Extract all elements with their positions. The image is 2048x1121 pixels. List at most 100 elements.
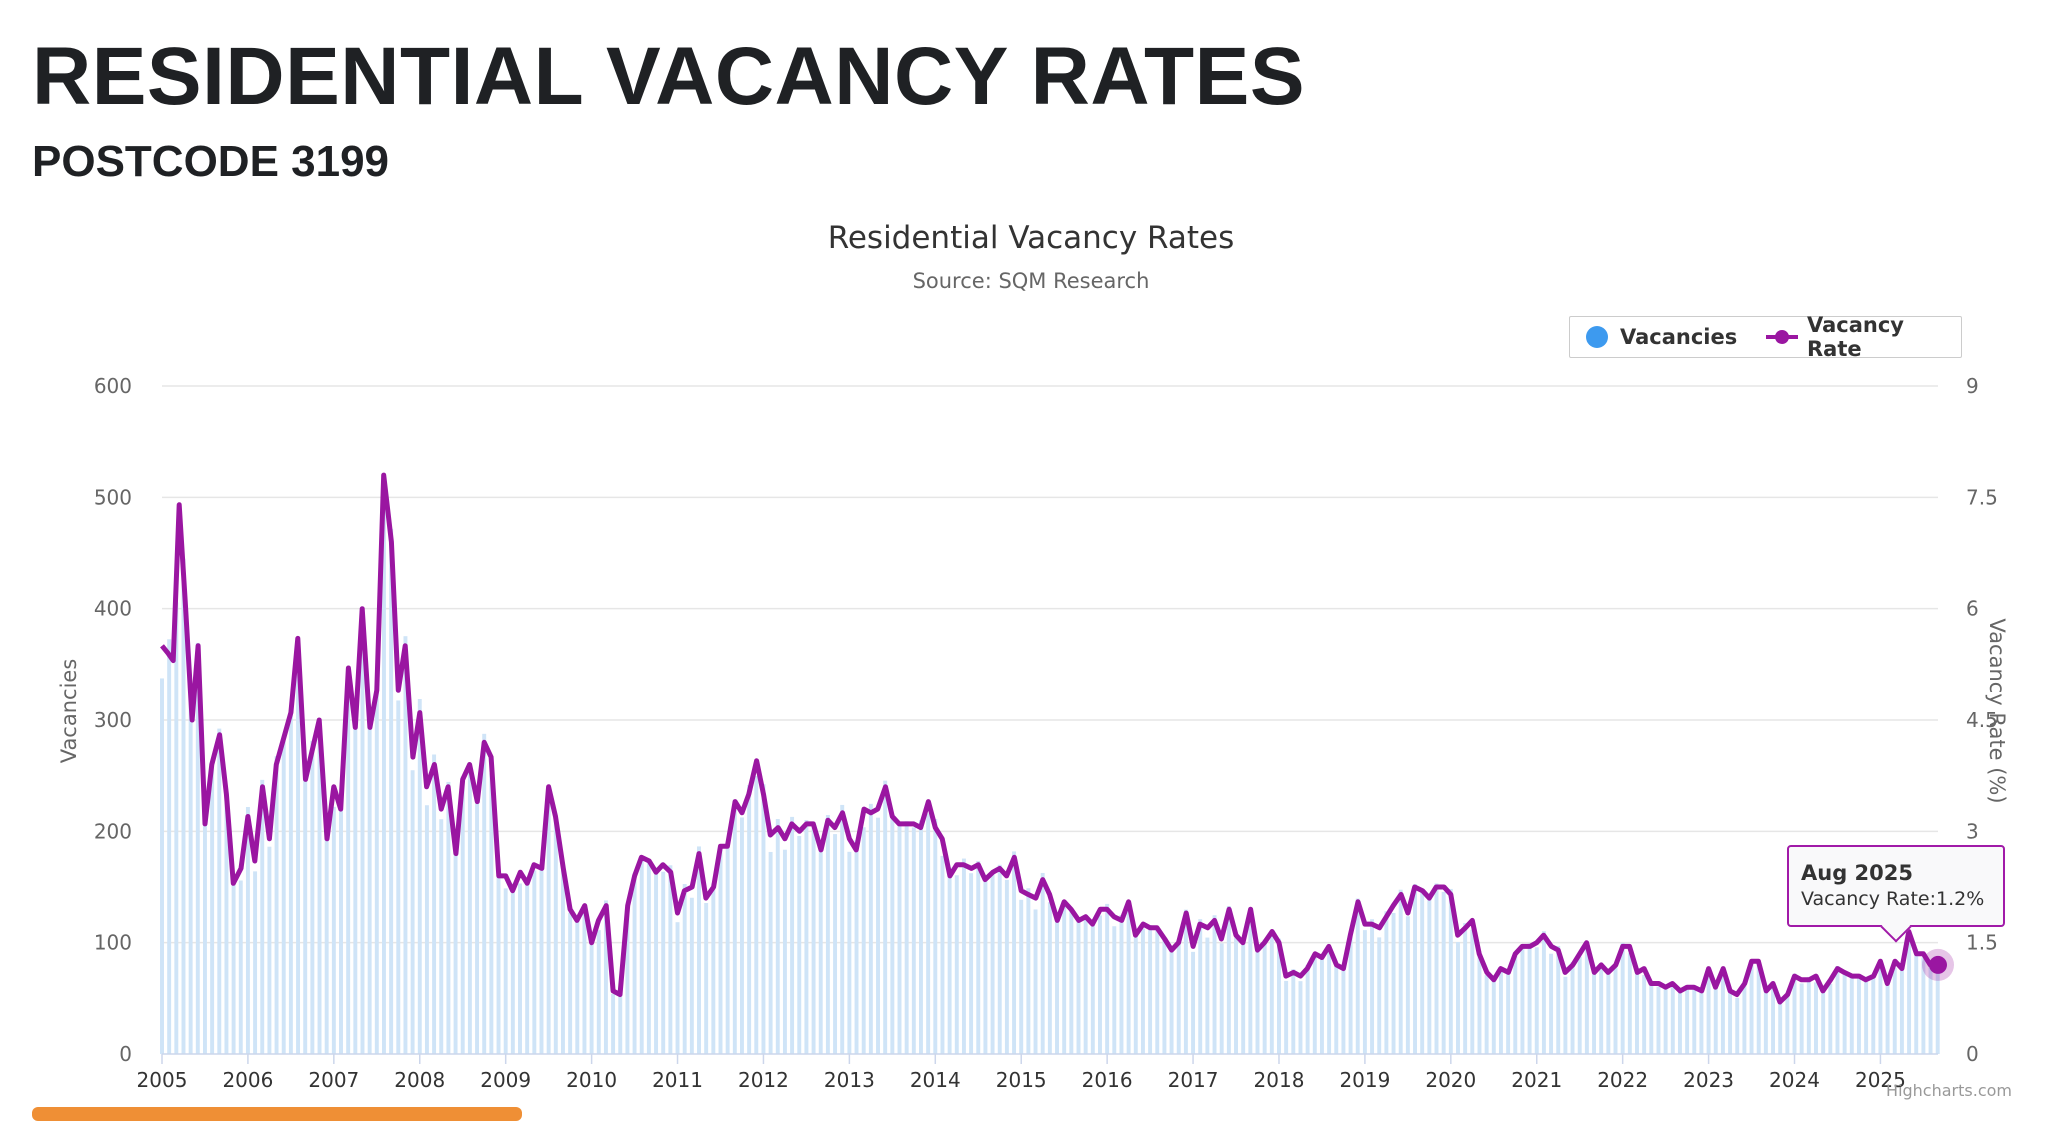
vacancies-bar[interactable] bbox=[410, 770, 415, 1054]
vacancies-bar[interactable] bbox=[288, 710, 293, 1054]
vacancies-bar[interactable] bbox=[1742, 981, 1747, 1054]
vacancies-bar[interactable] bbox=[1176, 944, 1181, 1054]
vacancies-bar[interactable] bbox=[1606, 970, 1611, 1054]
vacancies-bar[interactable] bbox=[876, 817, 880, 1054]
vacancies-bar[interactable] bbox=[467, 763, 472, 1054]
vacancies-bar[interactable] bbox=[482, 733, 487, 1054]
vacancies-bar[interactable] bbox=[1720, 975, 1725, 1054]
vacancies-bar[interactable] bbox=[217, 728, 222, 1054]
vacancies-bar[interactable] bbox=[961, 858, 966, 1054]
legend-item-vacancy-rate[interactable]: Vacancy Rate bbox=[1766, 313, 1961, 361]
vacancies-bar[interactable] bbox=[775, 819, 780, 1054]
vacancies-bar[interactable] bbox=[1341, 967, 1346, 1054]
vacancies-bar[interactable] bbox=[1155, 928, 1160, 1054]
vacancies-bar[interactable] bbox=[1384, 911, 1389, 1054]
vacancies-bar[interactable] bbox=[1792, 973, 1797, 1054]
vacancies-bar[interactable] bbox=[1907, 940, 1912, 1054]
vacancies-bar[interactable] bbox=[890, 819, 895, 1054]
vacancies-bar[interactable] bbox=[231, 876, 236, 1054]
vacancies-bar[interactable] bbox=[310, 740, 315, 1054]
vacancies-bar[interactable] bbox=[1563, 976, 1568, 1054]
vacancies-bar[interactable] bbox=[432, 754, 437, 1054]
vacancies-bar[interactable] bbox=[904, 821, 909, 1054]
vacancies-bar[interactable] bbox=[1162, 938, 1167, 1054]
vacancies-bar[interactable] bbox=[1434, 883, 1439, 1054]
vacancies-bar[interactable] bbox=[747, 785, 752, 1054]
vacancies-bar[interactable] bbox=[1026, 888, 1031, 1054]
vacancies-bar[interactable] bbox=[782, 849, 787, 1054]
vacancies-bar[interactable] bbox=[195, 642, 200, 1054]
vacancies-bar[interactable] bbox=[1370, 919, 1375, 1054]
vacancies-bar[interactable] bbox=[317, 739, 322, 1054]
vacancies-bar[interactable] bbox=[518, 883, 522, 1054]
vacancies-bar[interactable] bbox=[1541, 931, 1546, 1054]
hovered-point-marker[interactable] bbox=[1922, 948, 1954, 981]
vacancies-bar[interactable] bbox=[1599, 964, 1604, 1054]
vacancies-bar[interactable] bbox=[417, 698, 422, 1054]
vacancies-bar[interactable] bbox=[1921, 957, 1926, 1054]
vacancies-bar[interactable] bbox=[1191, 951, 1196, 1054]
vacancies-bar[interactable] bbox=[868, 803, 873, 1054]
vacancies-bar[interactable] bbox=[1183, 909, 1188, 1054]
vacancies-bar[interactable] bbox=[1491, 977, 1496, 1054]
vacancies-bar[interactable] bbox=[1835, 965, 1840, 1054]
vacancies-bar[interactable] bbox=[1627, 953, 1632, 1054]
vacancies-bar[interactable] bbox=[1033, 909, 1038, 1054]
vacancies-bar[interactable] bbox=[1549, 953, 1554, 1054]
vacancies-bar[interactable] bbox=[403, 636, 408, 1054]
vacancies-bar[interactable] bbox=[990, 872, 995, 1054]
vacancies-bar[interactable] bbox=[825, 814, 830, 1054]
vacancies-bar[interactable] bbox=[1377, 937, 1382, 1054]
vacancies-bar[interactable] bbox=[1728, 988, 1733, 1054]
accent-bar[interactable] bbox=[32, 1107, 522, 1121]
vacancies-bar[interactable] bbox=[1398, 889, 1403, 1054]
vacancies-bar[interactable] bbox=[1642, 975, 1647, 1054]
vacancies-bar[interactable] bbox=[1119, 914, 1124, 1054]
vacancies-bar[interactable] bbox=[1527, 943, 1532, 1054]
vacancies-bar[interactable] bbox=[983, 879, 988, 1054]
vacancies-bar[interactable] bbox=[768, 851, 773, 1054]
vacancies-bar[interactable] bbox=[1090, 920, 1095, 1054]
vacancies-bar[interactable] bbox=[324, 825, 329, 1054]
vacancies-bar[interactable] bbox=[188, 702, 193, 1054]
vacancies-bar[interactable] bbox=[532, 870, 537, 1054]
vacancies-bar[interactable] bbox=[1133, 930, 1138, 1054]
vacancies-bar[interactable] bbox=[1914, 949, 1919, 1054]
vacancies-bar[interactable] bbox=[833, 834, 838, 1054]
vacancies-bar[interactable] bbox=[1062, 904, 1067, 1054]
vacancies-bar[interactable] bbox=[761, 784, 766, 1054]
vacancies-bar[interactable] bbox=[654, 867, 659, 1054]
vacancies-bar[interactable] bbox=[754, 776, 759, 1054]
vacancies-bar[interactable] bbox=[611, 993, 616, 1054]
vacancies-bar[interactable] bbox=[267, 846, 272, 1054]
vacancies-bar[interactable] bbox=[1842, 974, 1847, 1054]
vacancies-bar[interactable] bbox=[711, 883, 716, 1054]
vacancies-bar[interactable] bbox=[525, 877, 530, 1054]
vacancies-bar[interactable] bbox=[1928, 962, 1933, 1054]
vacancies-bar[interactable] bbox=[847, 851, 852, 1054]
vacancies-bar[interactable] bbox=[202, 822, 207, 1054]
vacancies-bar[interactable] bbox=[1649, 980, 1654, 1054]
vacancies-bar[interactable] bbox=[296, 638, 301, 1054]
vacancies-bar[interactable] bbox=[546, 787, 551, 1054]
vacancies-bar[interactable] bbox=[933, 819, 938, 1054]
vacancies-bar[interactable] bbox=[1584, 941, 1589, 1054]
vacancies-bar[interactable] bbox=[1778, 1000, 1783, 1054]
vacancies-bar[interactable] bbox=[1413, 884, 1417, 1054]
vacancies-bar[interactable] bbox=[625, 911, 630, 1054]
vacancies-bar[interactable] bbox=[911, 827, 916, 1054]
vacancies-bar[interactable] bbox=[1856, 975, 1861, 1054]
vacancies-bar[interactable] bbox=[360, 624, 365, 1054]
vacancies-bar[interactable] bbox=[339, 793, 343, 1054]
vacancies-bar[interactable] bbox=[596, 930, 601, 1054]
vacancies-bar[interactable] bbox=[589, 938, 594, 1054]
vacancies-bar[interactable] bbox=[926, 813, 931, 1054]
vacancies-bar[interactable] bbox=[1484, 974, 1489, 1054]
vacancies-bar[interactable] bbox=[346, 693, 351, 1054]
vacancies-bar[interactable] bbox=[439, 819, 444, 1054]
vacancies-bar[interactable] bbox=[1534, 947, 1539, 1054]
vacancies-bar[interactable] bbox=[367, 716, 372, 1054]
vacancies-bar[interactable] bbox=[1899, 965, 1904, 1054]
vacancies-bar[interactable] bbox=[1255, 950, 1260, 1054]
vacancies-bar[interactable] bbox=[639, 856, 644, 1054]
